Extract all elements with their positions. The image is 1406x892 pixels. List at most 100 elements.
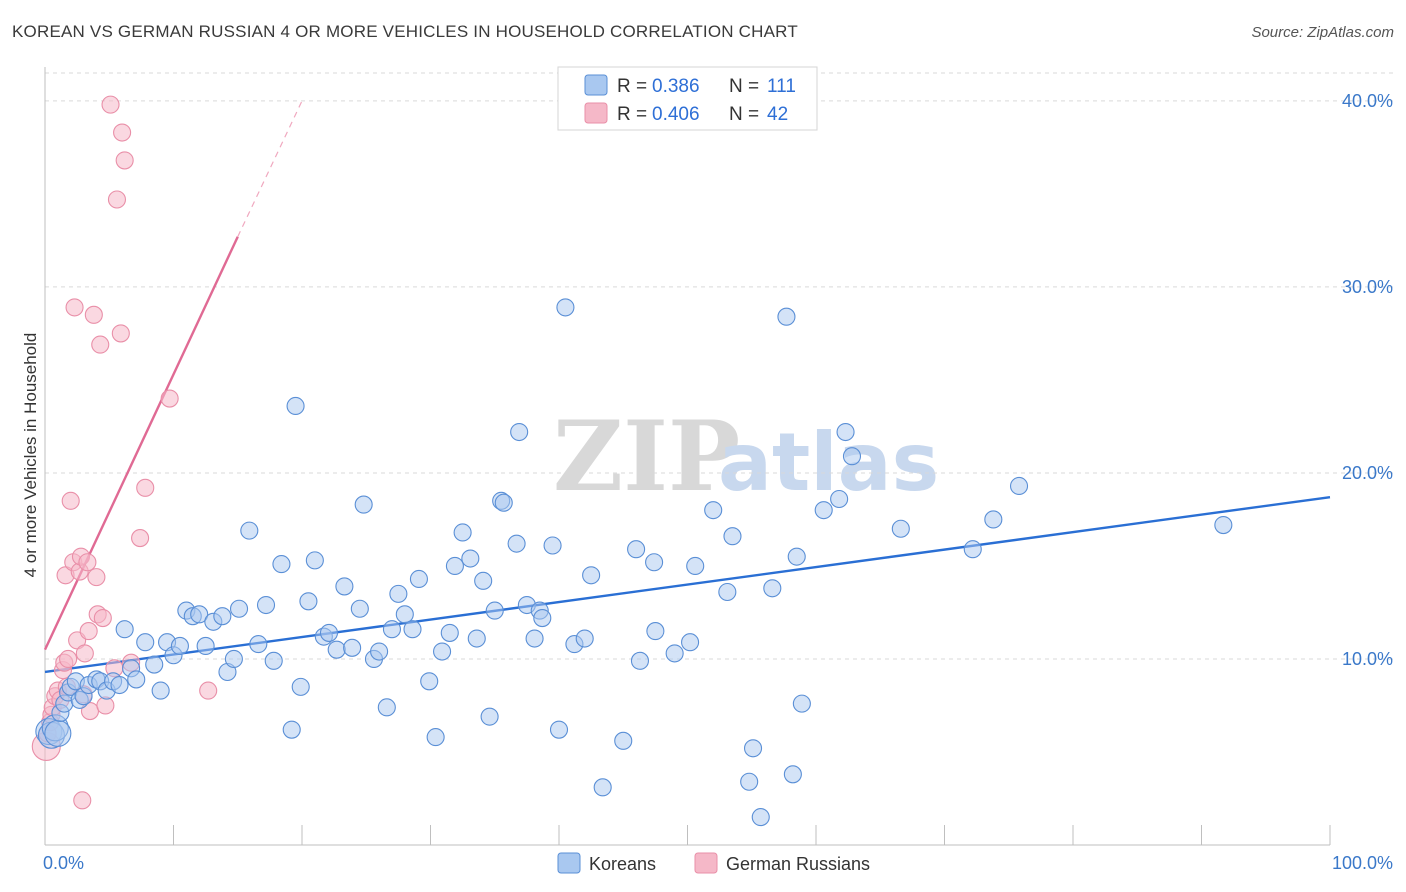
german-russian-point [160, 389, 179, 408]
korean-point [743, 739, 763, 758]
german-russian-point [78, 553, 97, 572]
korean-point [377, 698, 396, 717]
korean-point [170, 636, 189, 656]
korean-point [480, 707, 499, 726]
korean-point [485, 601, 504, 620]
legend-r-value-koreans: 0.386 [652, 76, 700, 97]
bottom-legend-koreans: Koreans [589, 854, 656, 874]
y-tick-label: 30.0% [1342, 277, 1393, 297]
legend-n-label-german-russians: N = [729, 104, 759, 125]
korean-point [792, 694, 811, 713]
german-russian-point [61, 491, 80, 510]
korean-point [533, 609, 552, 628]
korean-point [224, 649, 243, 669]
korean-point [382, 620, 402, 639]
korean-point [335, 577, 354, 596]
korean-point [582, 566, 601, 585]
korean-point [467, 629, 486, 648]
korean-point [1009, 476, 1029, 496]
korean-point [291, 677, 310, 696]
korean-point [145, 655, 164, 674]
korean-point [319, 623, 339, 642]
legend-r-label-german-russians: R = [617, 104, 647, 125]
korean-points [35, 298, 1233, 827]
korean-point [783, 765, 802, 784]
korean-point [627, 540, 646, 559]
korean-point [151, 681, 170, 700]
korean-point [403, 620, 422, 639]
german-russian-points [31, 95, 218, 810]
german-russian-point [107, 190, 127, 209]
source-credit: Source: ZipAtlas.com [1251, 24, 1394, 41]
german-russian-point [93, 609, 112, 628]
korean-point [751, 808, 770, 827]
korean-point [494, 493, 513, 512]
korean-point [240, 521, 259, 540]
y-tick-label: 10.0% [1342, 649, 1393, 669]
legend-r-label-koreans: R = [617, 76, 647, 97]
y-axis-label: 4 or more Vehicles in Household [21, 333, 40, 578]
korean-point [543, 536, 562, 555]
korean-point [525, 629, 544, 648]
korean-point [474, 571, 493, 590]
korean-point [723, 527, 742, 546]
watermark: ZIP atlas [553, 400, 939, 513]
korean-point [763, 579, 782, 598]
korean-point [575, 629, 594, 648]
chart-title: KOREAN VS GERMAN RUSSIAN 4 OR MORE VEHIC… [12, 22, 798, 41]
german-russian-point [87, 568, 106, 587]
german-russian-point [111, 324, 130, 343]
korean-point [395, 605, 414, 624]
korean-point [681, 633, 700, 652]
korean-point [830, 489, 849, 509]
korean-point [370, 642, 389, 661]
korean-point [305, 551, 324, 570]
korean-point [256, 595, 276, 615]
korean-point [350, 599, 369, 618]
korean-point [115, 620, 134, 639]
korean-point [453, 523, 472, 542]
korean-point [343, 638, 362, 657]
german-russian-point [101, 95, 120, 114]
x-tick-max: 100.0% [1332, 853, 1393, 873]
korean-point [787, 547, 806, 566]
german-russian-point [115, 151, 134, 170]
korean-point [665, 644, 684, 663]
german-russian-point [79, 622, 98, 641]
series-legend: Koreans German Russians [557, 852, 870, 874]
german-russian-point [131, 529, 150, 548]
korean-point [272, 555, 291, 574]
korean-point [510, 422, 529, 442]
korean-point [44, 719, 72, 747]
korean-point [507, 534, 526, 553]
korean-point [249, 635, 268, 654]
german-russian-trend-extension [237, 100, 303, 237]
legend-n-label-koreans: N = [729, 76, 759, 97]
korean-point [299, 592, 318, 611]
trend-lines [43, 100, 1331, 674]
german-russian-point [113, 123, 132, 142]
korean-point [282, 720, 301, 739]
korean-point [110, 675, 129, 695]
korean-point [963, 540, 982, 559]
german-russian-point [136, 478, 155, 497]
korean-point [556, 298, 575, 317]
korean-point [409, 569, 428, 589]
korean-point [814, 501, 833, 520]
legend-swatch-german-russians [584, 102, 608, 124]
korean-point [440, 623, 459, 642]
korean-point [190, 605, 209, 624]
korean-point [433, 642, 452, 661]
x-tick-labels: 0.0% 100.0% [43, 853, 1393, 873]
bottom-legend-german-russians: German Russians [726, 854, 870, 874]
korean-point [891, 519, 910, 538]
korean-point [461, 549, 480, 568]
korean-point [445, 556, 464, 576]
german-russian-point [73, 791, 92, 810]
korean-point [836, 422, 855, 442]
y-tick-labels: 10.0% 20.0% 30.0% 40.0% [1342, 91, 1393, 669]
german-russian-trend-line [43, 236, 239, 651]
german-russian-point [91, 335, 110, 354]
korean-point [740, 772, 759, 791]
